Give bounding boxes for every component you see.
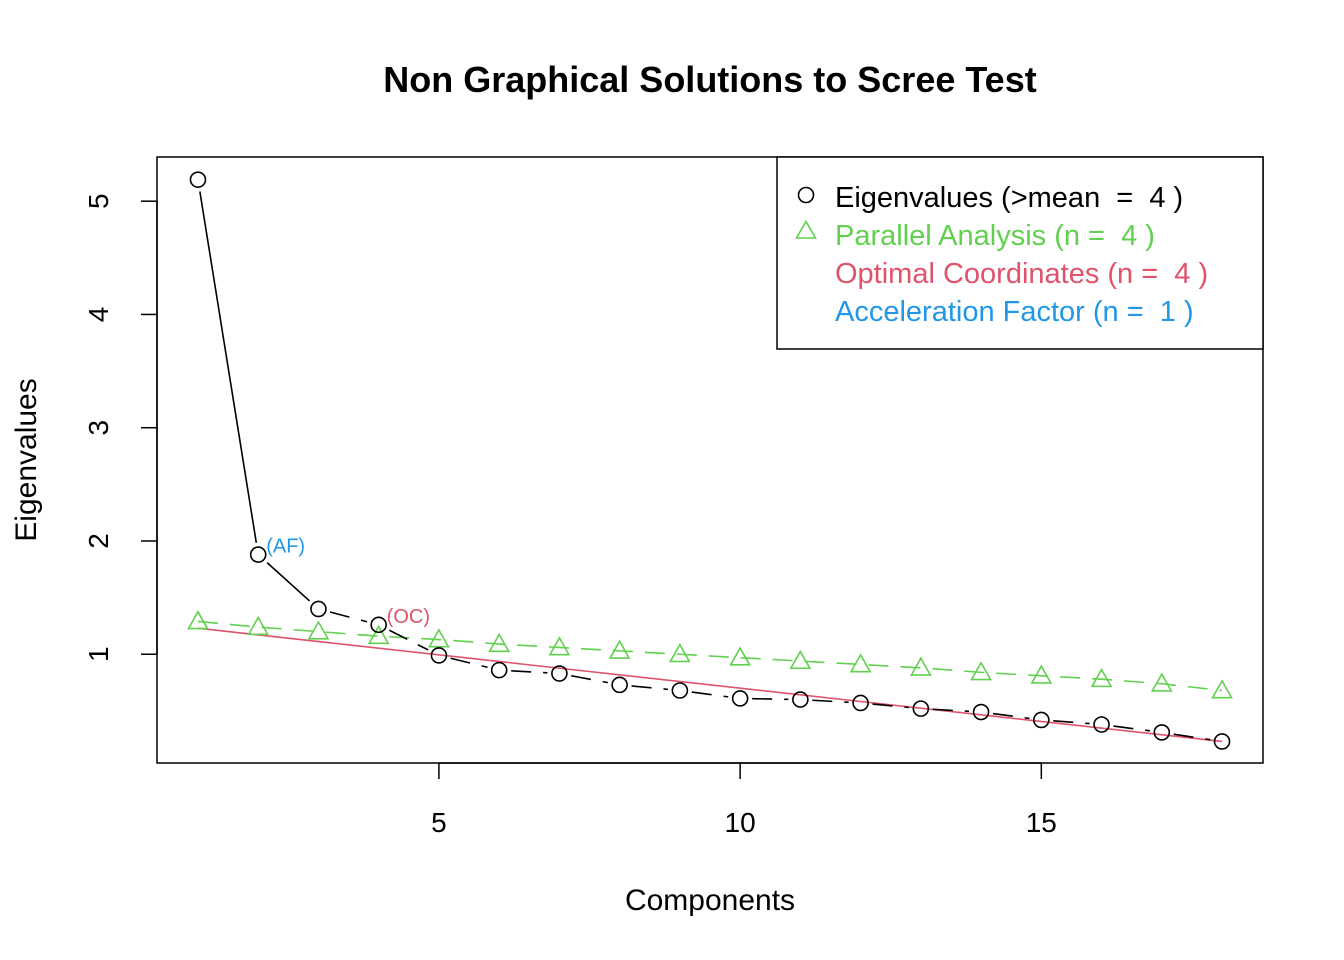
x-tick-label: 15: [1026, 807, 1057, 838]
y-axis: 1 2 3 4 5: [83, 193, 158, 662]
parallel-analysis-point: [970, 661, 992, 681]
eigenvalue-point: [249, 546, 267, 563]
parallel-analysis-point: [488, 632, 511, 653]
parallel-analysis-point: [608, 639, 631, 659]
legend-circle-marker: [797, 186, 815, 204]
parallel-analysis-point: [548, 636, 571, 656]
eigenvalue-line-segment: [1113, 725, 1151, 732]
parallel-analysis-point: [1211, 679, 1233, 699]
eigenvalue-line-segment: [812, 699, 849, 704]
y-tick-label: 4: [83, 307, 114, 323]
plot-layer: (AF) (OC): [187, 171, 1233, 750]
legend-entry-parallel: Parallel Analysis (n = 4 ): [835, 220, 1155, 252]
x-tick-label: 5: [431, 807, 447, 838]
parallel-analysis-point: [669, 643, 691, 663]
eigenvalue-point: [1153, 724, 1171, 741]
eigenvalue-line-segment: [511, 669, 548, 674]
y-tick-label: 3: [83, 420, 114, 436]
eigenvalue-point: [1093, 716, 1110, 733]
parallel-analysis-point: [789, 649, 812, 670]
legend-box: [776, 156, 1264, 350]
legend-entry-oc: Optimal Coordinates (n = 4 ): [835, 258, 1208, 290]
y-axis-label: Eigenvalues: [10, 378, 43, 541]
legend: Eigenvalues (>mean = 4 ) Parallel Analysi…: [776, 156, 1264, 350]
eigenvalue-line-segment: [450, 657, 488, 669]
eigenvalue-line-segment: [389, 629, 429, 651]
eigenvalue-point: [731, 690, 749, 707]
parallel-analysis-point: [909, 656, 932, 676]
parallel-analysis-point: [1030, 664, 1053, 684]
y-tick-label: 2: [83, 533, 114, 549]
eigenvalue-point: [551, 665, 568, 682]
parallel-analysis-point: [1150, 672, 1173, 692]
eigenvalue-line-segment: [872, 703, 909, 709]
legend-entry-eigen: Eigenvalues (>mean = 4 ): [835, 182, 1183, 214]
annotation-label: (OC): [387, 606, 430, 628]
eigenvalue-point: [792, 691, 809, 708]
eigenvalue-line-segment: [1053, 720, 1090, 725]
eigenvalue-line-segment: [1173, 733, 1211, 741]
parallel-analysis-point: [849, 653, 872, 673]
eigenvalue-line-segment: [266, 562, 311, 602]
x-axis-label: Components: [625, 884, 795, 917]
parallel-analysis-point: [428, 628, 450, 648]
parallel-analysis-point: [247, 615, 270, 636]
eigenvalue-line-segment: [752, 697, 789, 701]
eigenvalue-line-segment: [199, 191, 258, 543]
eigenvalue-point: [1213, 733, 1231, 750]
parallel-analysis-point: [729, 646, 751, 666]
eigenvalue-point: [430, 647, 448, 664]
eigenvalue-line-segment: [691, 691, 729, 698]
x-tick-label: 10: [725, 807, 756, 838]
optimal-coordinates-line: [197, 627, 1223, 743]
eigenvalue-point: [671, 682, 689, 699]
chart-title: Non Graphical Solutions to Scree Test: [383, 59, 1036, 100]
x-axis: 5 10 15: [431, 762, 1057, 838]
parallel-analysis-point: [187, 610, 209, 630]
eigenvalue-point: [912, 700, 930, 717]
eigenvalue-point: [1033, 711, 1050, 729]
y-tick-label: 5: [83, 193, 114, 209]
legend-entry-af: Acceleration Factor (n = 1 ): [835, 296, 1194, 328]
parallel-analysis-point: [307, 620, 330, 640]
eigenvalue-line-segment: [932, 708, 970, 713]
eigenvalue-point: [972, 703, 990, 721]
eigenvalue-point: [189, 171, 207, 188]
parallel-analysis-point: [1090, 667, 1113, 688]
eigenvalue-point: [310, 600, 327, 618]
legend-triangle-marker: [795, 219, 817, 239]
parallel-analysis-line: [197, 620, 1223, 692]
parallel-analysis-point: [367, 624, 390, 645]
eigenvalue-line-segment: [571, 674, 608, 684]
eigenvalue-point: [370, 616, 387, 634]
eigenvalue-point: [490, 661, 508, 679]
eigenvalue-line-segment: [631, 685, 669, 691]
eigenvalue-line-segment: [992, 712, 1030, 720]
eigenvalue-line-segment: [329, 611, 368, 623]
eigenvalue-point: [852, 694, 869, 712]
y-tick-label: 1: [83, 646, 114, 662]
eigenvalue-point: [611, 676, 628, 694]
annotation-label: (AF): [266, 536, 305, 558]
